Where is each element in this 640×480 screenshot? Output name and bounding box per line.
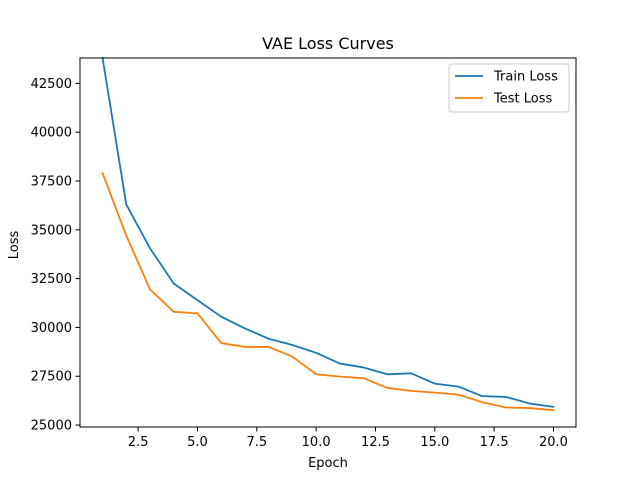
x-tick-label: 17.5 [480, 435, 509, 450]
x-tick-label: 5.0 [187, 435, 208, 450]
y-tick-label: 32500 [31, 272, 72, 287]
series-line-train-loss [101, 56, 555, 408]
x-tick-label: 20.0 [539, 435, 568, 450]
series-line-test-loss [101, 172, 555, 412]
legend-label-train-loss: Train Loss [493, 70, 558, 85]
y-tick-label: 35000 [31, 223, 72, 238]
y-tick-label: 40000 [31, 126, 72, 141]
y-tick-label: 42500 [31, 77, 72, 92]
x-tick-label: 15.0 [420, 435, 449, 450]
chart-title: VAE Loss Curves [262, 34, 394, 53]
x-axis-label: Epoch [308, 456, 348, 471]
plot-area: 2.5 5.0 7.5 10.0 12.5 15.0 17.5 20.0 25000 27500 3… [31, 56, 577, 450]
legend: Train Loss Test Loss [448, 63, 570, 113]
y-axis-label: Loss [7, 231, 22, 260]
y-tick-label: 25000 [31, 419, 72, 434]
x-tick-label: 12.5 [361, 435, 390, 450]
x-tick-label: 10.0 [302, 435, 331, 450]
x-tick-label: 2.5 [128, 435, 149, 450]
legend-label-test-loss: Test Loss [493, 92, 552, 107]
y-tick-label: 30000 [31, 321, 72, 336]
plot-frame [79, 57, 577, 428]
y-tick-label: 37500 [31, 175, 72, 190]
y-tick-label: 27500 [31, 370, 72, 385]
x-tick-label: 7.5 [246, 435, 267, 450]
